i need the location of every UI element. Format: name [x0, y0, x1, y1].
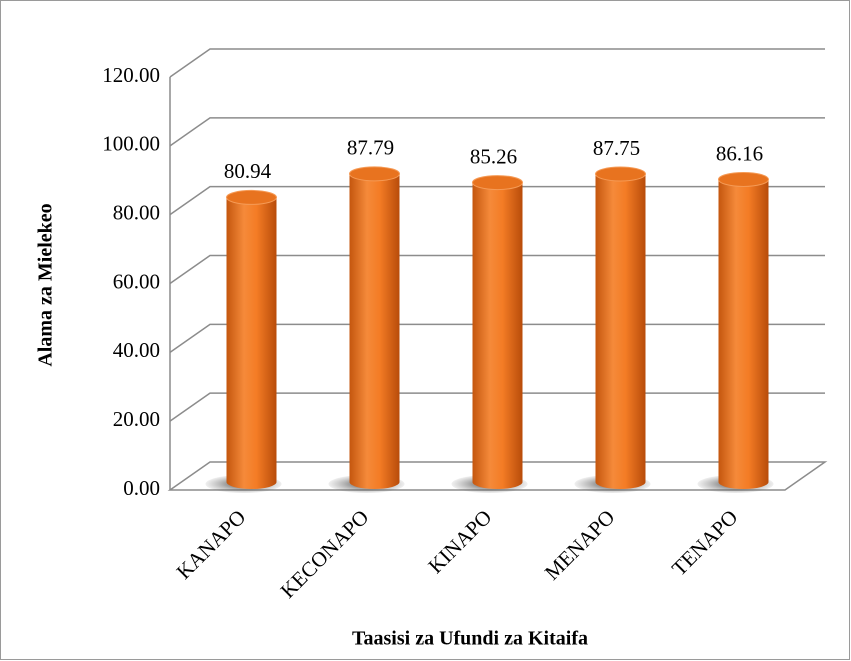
data-label: 80.94	[224, 159, 272, 183]
bar	[595, 166, 646, 490]
y-tick-label: 60.00	[113, 269, 160, 293]
x-tick-label: KINAPO	[423, 505, 496, 578]
y-tick-label: 20.00	[113, 407, 160, 431]
data-label: 87.75	[593, 136, 640, 160]
y-axis-title: Alama za Mielekeo	[35, 203, 57, 366]
y-tick-label: 0.00	[123, 476, 160, 500]
x-tick-label: MENAPO	[540, 505, 620, 585]
x-axis-title: Taasisi za Ufundi za Kitaifa	[352, 628, 588, 650]
bar-top	[718, 171, 769, 187]
bar	[472, 175, 523, 490]
x-tick-label: KANAPO	[172, 505, 251, 584]
bar	[349, 166, 400, 490]
grid-line	[169, 117, 825, 147]
data-label: 85.26	[470, 144, 517, 168]
bar-top	[226, 189, 277, 205]
bar	[226, 190, 277, 490]
bar-top	[595, 166, 646, 182]
x-tick-label: KECONAPO	[276, 505, 374, 603]
y-tick-label: 40.00	[113, 338, 160, 362]
bar	[718, 172, 769, 490]
bar-top	[472, 175, 523, 191]
y-tick-label: 120.00	[102, 63, 160, 87]
x-tick-label: TENAPO	[667, 505, 743, 581]
bar-top	[349, 166, 400, 182]
y-tick-label: 80.00	[113, 200, 160, 224]
grid-line	[169, 48, 825, 78]
data-label: 86.16	[716, 141, 763, 165]
y-tick-label: 100.00	[102, 132, 160, 156]
data-label: 87.79	[347, 136, 394, 160]
